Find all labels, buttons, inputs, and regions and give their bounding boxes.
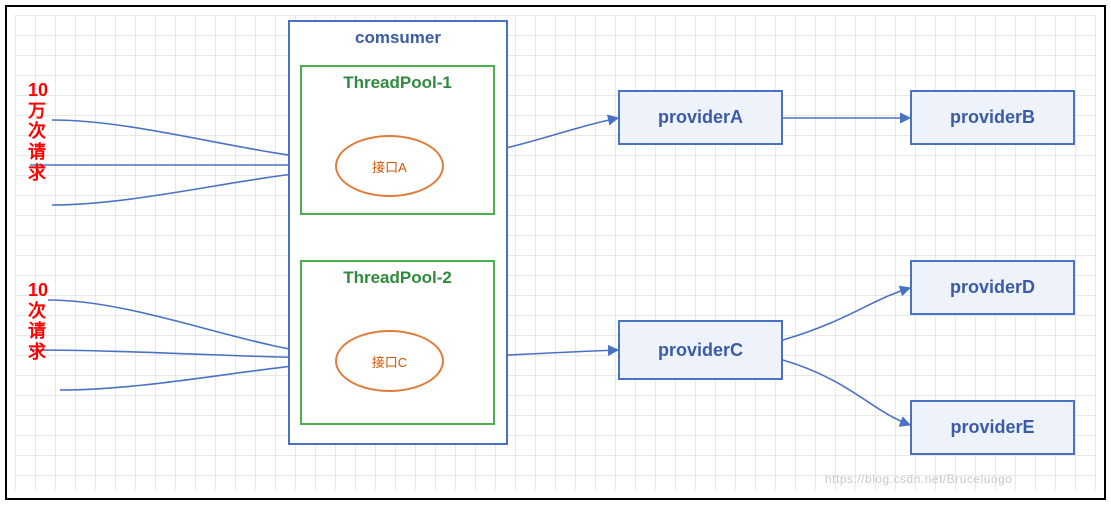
provider-box-C: providerC [618,320,783,380]
threadpool-title-2: ThreadPool-2 [302,268,493,288]
request-label-req10: 10次请求 [28,280,48,363]
request-label-char: 次 [28,301,48,322]
request-label-char: 10 [28,280,48,301]
request-label-char: 求 [28,342,48,363]
request-label-char: 10 [28,80,48,101]
request-label-req10w: 10万次请求 [28,80,48,183]
request-label-char: 次 [28,121,48,142]
threadpool-title-1: ThreadPool-1 [302,73,493,93]
request-label-char: 万 [28,101,48,122]
request-label-char: 请 [28,142,48,163]
interface-ellipse-1: 接口A [335,135,444,197]
provider-box-A: providerA [618,90,783,145]
watermark: https://blog.csdn.net/Bruceluogo [825,472,1012,486]
diagram-canvas: comsumer ThreadPool-1接口AThreadPool-2接口C … [0,0,1111,505]
provider-box-E: providerE [910,400,1075,455]
provider-box-B: providerB [910,90,1075,145]
request-label-char: 请 [28,321,48,342]
consumer-title: comsumer [290,28,506,48]
request-label-char: 求 [28,163,48,184]
provider-box-D: providerD [910,260,1075,315]
interface-ellipse-2: 接口C [335,330,444,392]
